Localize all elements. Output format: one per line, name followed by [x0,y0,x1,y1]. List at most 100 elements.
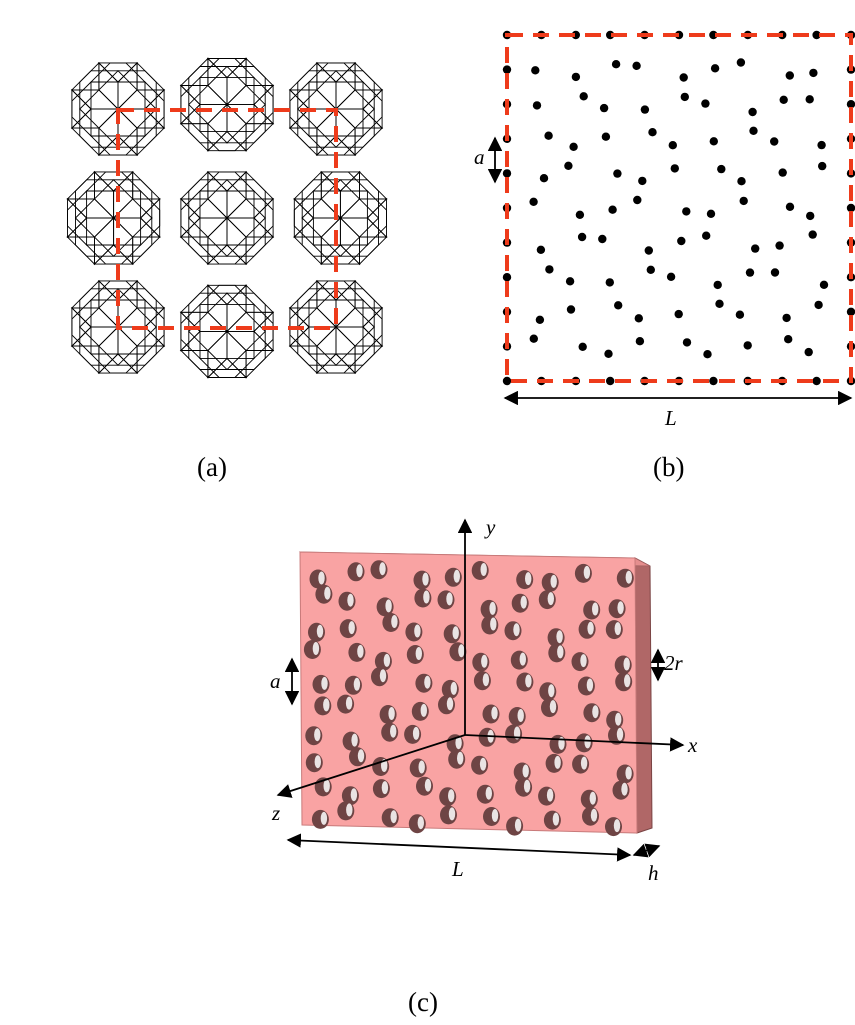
hole-highlight [379,669,387,683]
lattice-point [611,59,621,69]
hole-highlight [517,709,524,722]
tile [89,62,139,83]
hole-highlight [448,789,455,803]
tile [71,298,92,348]
tile [70,70,120,91]
lattice-point [701,99,710,108]
tile [112,198,161,219]
hole-highlight [347,593,354,607]
tile [316,325,337,375]
tile [288,127,338,148]
hole-highlight [345,696,353,710]
tile [253,76,274,125]
tile [253,197,274,247]
tile [335,325,356,375]
lattice-point [682,338,692,347]
tile [315,280,365,301]
z-axis [276,734,466,798]
hole-highlight [383,653,391,667]
lattice-point [644,246,653,255]
tile [98,325,119,375]
tile [253,84,274,133]
tile [97,135,147,156]
tile [140,189,161,239]
lattice-point [779,95,788,105]
tile [179,198,229,219]
thickness-arrow [632,843,661,858]
tile [307,62,357,83]
tile [116,89,166,110]
lattice-point [635,337,645,346]
tile [225,292,275,313]
hole-highlight [446,697,454,711]
tile [179,104,229,125]
caption-c: (c) [408,987,438,1017]
hole-highlight [391,615,398,628]
tile [245,216,266,266]
hole-highlight [592,602,599,616]
lattice-point [808,230,817,239]
hole-highlight [513,623,520,637]
lattice-point [737,177,746,186]
lattice-point [604,349,613,358]
tile [116,288,166,309]
tile [67,189,88,239]
tile [188,216,209,266]
hole-highlight [556,630,563,644]
tile [245,57,266,106]
tile [198,357,248,378]
tile [79,61,100,111]
tile [70,89,120,110]
tile [97,280,147,301]
tile [334,307,384,328]
label-a-c: a [270,669,281,693]
hole-highlight [321,676,328,690]
tile [93,244,142,265]
tile [70,108,120,129]
lattice-point [806,211,815,221]
tile [79,107,100,157]
tile [354,61,375,111]
hole-highlight [490,617,497,631]
tile [335,107,356,157]
lattice-point [614,301,623,310]
tile [297,279,318,329]
tile [362,298,383,348]
tile [253,311,274,360]
hole-highlight [549,700,557,714]
tile [307,280,357,301]
tile [301,170,322,220]
tile [70,307,120,328]
lattice-point [502,376,512,386]
tile [179,179,229,200]
tile [71,306,92,356]
tile [288,89,338,110]
tile [198,58,248,79]
hole-highlight [491,706,498,720]
lattice-points [502,30,855,386]
label-z: z [271,801,280,825]
lattice-point [706,209,716,218]
tile [320,171,369,192]
tile [188,330,209,379]
tile [180,311,201,360]
hole-highlight [348,621,355,635]
tile [288,345,338,366]
lattice-point [532,101,542,110]
lattice-point [502,169,512,178]
tile [198,131,248,152]
tile [225,198,275,219]
hole-highlight [458,644,465,658]
tile [207,216,228,266]
lattice-point [648,128,657,137]
tile [71,88,92,138]
tile [225,66,275,86]
lattice-point [709,30,718,40]
tile [97,62,147,83]
tile [245,330,266,379]
hole-highlight [312,642,320,655]
tile [67,197,88,247]
lattice-point [770,137,779,146]
lattice-point [814,300,823,310]
tile [339,216,360,266]
